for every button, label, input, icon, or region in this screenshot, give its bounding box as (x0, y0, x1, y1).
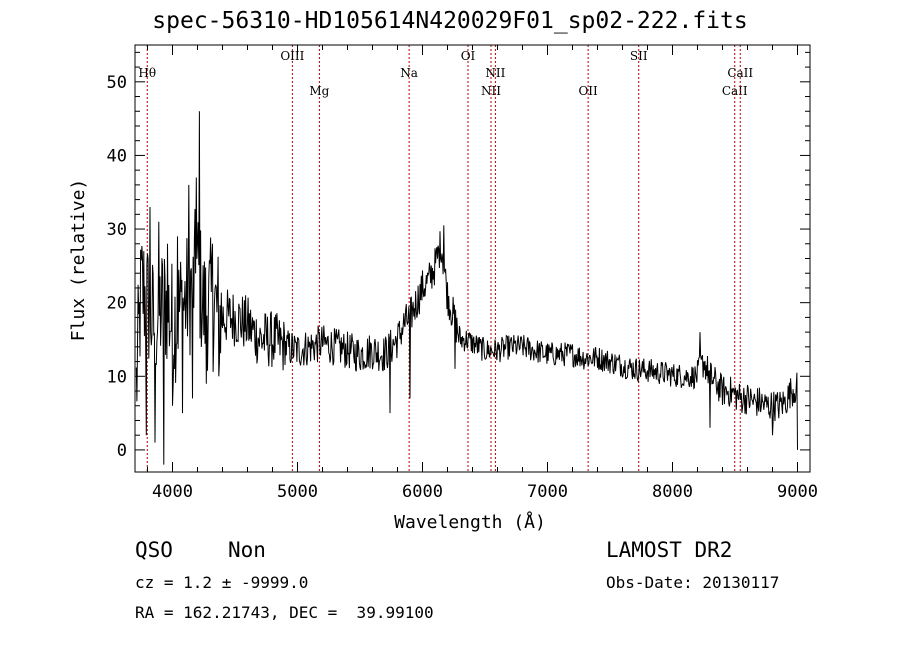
spectrum-line (135, 111, 798, 465)
y-tick-label: 30 (107, 220, 127, 240)
spectral-line-label: Hθ (138, 66, 156, 80)
plot-axes: 4000 5000 6000 7000 8000 9000 0 10 20 30 40 50 (107, 44, 818, 502)
spectral-line-label: OII (578, 84, 598, 98)
x-tick-label: 4000 (152, 482, 193, 502)
y-tick-label: 40 (107, 146, 127, 166)
y-axis-label: Flux (relative) (68, 179, 89, 342)
survey-name: LAMOST DR2 (606, 538, 733, 562)
redshift-cz: cz = 1.2 ± -9999.0 (135, 573, 309, 592)
object-class: QSO (135, 538, 173, 562)
x-tick-label: 9000 (777, 482, 818, 502)
spectral-line-label: NII (485, 66, 505, 80)
plot-frame (134, 44, 811, 473)
spectral-line-label: Na (400, 66, 418, 80)
x-tick-label: 8000 (652, 482, 693, 502)
spectral-line-label: CaII (727, 66, 753, 80)
x-axis-label: Wavelength (Å) (394, 511, 546, 533)
spectral-line-label: OI (461, 49, 476, 63)
spectral-line-label: Mg (309, 84, 329, 98)
y-tick-label: 10 (107, 367, 127, 387)
spectral-line-label: CaII (722, 84, 748, 98)
spectral-line-label: SII (630, 49, 648, 63)
object-subclass: Non (228, 538, 266, 562)
spectral-line-label: OIII (280, 49, 304, 63)
spectral-line-markers: Hθ OIII Mg Na OI NII NII OII SII CaII CaII (138, 45, 753, 472)
x-tick-label: 5000 (277, 482, 318, 502)
chart-title: spec-56310-HD105614N420029F01_sp02-222.f… (152, 8, 748, 34)
x-tick-label: 7000 (527, 482, 568, 502)
observation-date: Obs-Date: 20130117 (606, 573, 780, 592)
y-tick-label: 50 (107, 73, 127, 93)
spectrum-series (135, 111, 798, 465)
spectral-line-label: NII (481, 84, 501, 98)
y-tick-label: 20 (107, 294, 127, 314)
y-tick-label: 0 (117, 441, 127, 461)
ra-dec-coordinates: RA = 162.21743, DEC = 39.99100 (135, 603, 434, 622)
x-tick-label: 6000 (402, 482, 443, 502)
